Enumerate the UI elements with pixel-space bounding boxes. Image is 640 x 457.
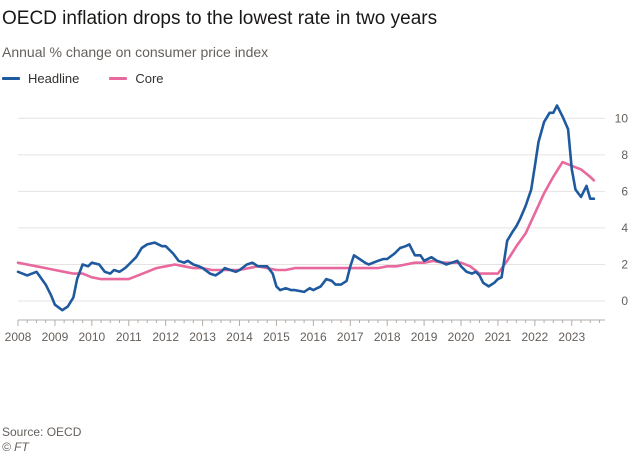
x-tick-label: 2011 xyxy=(116,330,142,344)
y-tick-label: 6 xyxy=(621,184,628,198)
x-tick-label: 2008 xyxy=(5,330,32,344)
x-tick-label: 2013 xyxy=(189,330,216,344)
x-tick-label: 2018 xyxy=(374,330,401,344)
y-tick-label: 4 xyxy=(621,221,628,235)
legend-label-headline: Headline xyxy=(28,71,80,86)
x-tick-label: 2017 xyxy=(337,330,364,344)
x-tick-label: 2019 xyxy=(411,330,438,344)
chart-title: OECD inflation drops to the lowest rate … xyxy=(2,8,438,29)
legend-item-core: Core xyxy=(109,71,164,86)
legend-swatch-core xyxy=(109,77,128,80)
y-tick-label: 0 xyxy=(621,294,628,308)
x-tick-label: 2020 xyxy=(448,330,475,344)
legend-swatch-headline xyxy=(2,77,20,80)
x-tick-label: 2014 xyxy=(226,330,253,344)
x-tick-label: 2022 xyxy=(522,330,549,344)
y-tick-label: 2 xyxy=(621,257,628,271)
chart-subtitle: Annual % change on consumer price index xyxy=(2,44,269,60)
legend: Headline Core xyxy=(2,71,164,86)
series-line-headline xyxy=(16,104,596,312)
x-tick-label: 2009 xyxy=(42,330,69,344)
x-tick-label: 2012 xyxy=(152,330,179,344)
x-tick-label: 2015 xyxy=(263,330,290,344)
ft-credit: © FT xyxy=(2,440,29,454)
y-tick-label: 8 xyxy=(621,148,628,162)
line-chart: 0 2 4 6 8 10 2008 2009 2010 2011 2012 2013 2014 2015 2… xyxy=(5,104,629,344)
legend-label-core: Core xyxy=(135,71,164,86)
x-tick-label: 2016 xyxy=(300,330,327,344)
source-note: Source: OECD xyxy=(2,425,82,439)
x-tick-label: 2021 xyxy=(485,330,512,344)
series-line-core xyxy=(16,160,596,281)
legend-item-headline: Headline xyxy=(2,71,79,86)
y-tick-label: 10 xyxy=(615,111,629,125)
x-tick-label: 2010 xyxy=(78,330,105,344)
x-tick-label: 2023 xyxy=(558,330,585,344)
